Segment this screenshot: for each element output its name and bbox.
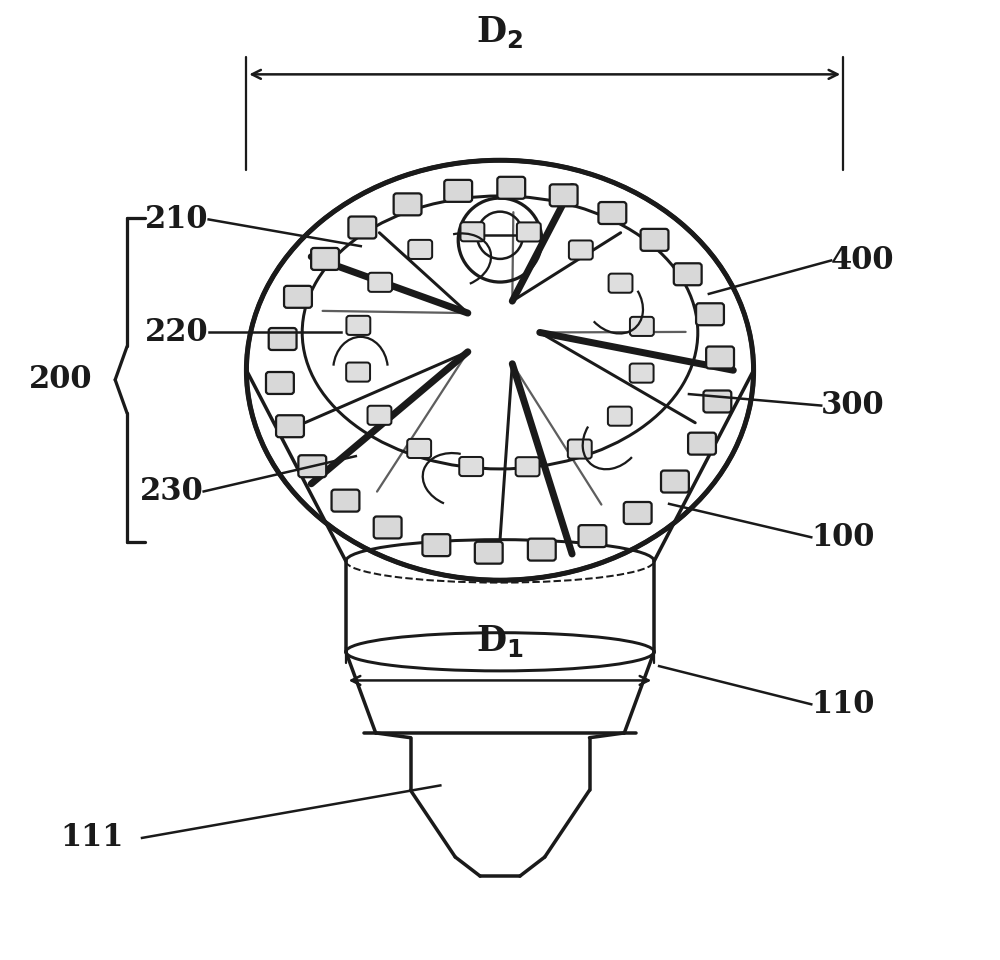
Text: 300: 300: [821, 390, 885, 421]
Text: 230: 230: [140, 476, 204, 507]
FancyBboxPatch shape: [269, 328, 297, 350]
FancyBboxPatch shape: [696, 303, 724, 325]
FancyBboxPatch shape: [346, 316, 370, 335]
FancyBboxPatch shape: [459, 457, 483, 476]
FancyBboxPatch shape: [624, 502, 652, 524]
FancyBboxPatch shape: [348, 217, 376, 238]
FancyBboxPatch shape: [284, 286, 312, 308]
FancyBboxPatch shape: [497, 177, 525, 199]
FancyBboxPatch shape: [674, 263, 702, 285]
FancyBboxPatch shape: [630, 317, 654, 336]
FancyBboxPatch shape: [332, 490, 359, 512]
FancyBboxPatch shape: [517, 223, 541, 242]
FancyBboxPatch shape: [609, 274, 632, 293]
Text: 110: 110: [811, 688, 875, 720]
FancyBboxPatch shape: [276, 416, 304, 437]
FancyBboxPatch shape: [608, 407, 632, 425]
FancyBboxPatch shape: [475, 541, 503, 564]
FancyBboxPatch shape: [346, 363, 370, 382]
Text: 220: 220: [145, 317, 209, 348]
FancyBboxPatch shape: [641, 228, 668, 251]
FancyBboxPatch shape: [528, 539, 556, 561]
Text: 100: 100: [811, 522, 875, 553]
FancyBboxPatch shape: [661, 470, 689, 492]
Text: 210: 210: [145, 204, 209, 235]
FancyBboxPatch shape: [266, 372, 294, 394]
Text: 111: 111: [61, 823, 124, 853]
FancyBboxPatch shape: [298, 455, 326, 477]
FancyBboxPatch shape: [706, 347, 734, 369]
FancyBboxPatch shape: [516, 457, 540, 476]
FancyBboxPatch shape: [311, 248, 339, 270]
FancyBboxPatch shape: [444, 180, 472, 202]
FancyBboxPatch shape: [688, 433, 716, 455]
FancyBboxPatch shape: [630, 364, 654, 383]
FancyBboxPatch shape: [374, 516, 402, 539]
FancyBboxPatch shape: [598, 202, 626, 224]
FancyBboxPatch shape: [703, 391, 731, 413]
Text: D$_{\mathbf{2}}$: D$_{\mathbf{2}}$: [476, 14, 524, 51]
FancyBboxPatch shape: [407, 439, 431, 458]
FancyBboxPatch shape: [368, 273, 392, 292]
Text: 400: 400: [831, 245, 895, 276]
Text: 200: 200: [29, 364, 92, 396]
FancyBboxPatch shape: [579, 525, 606, 547]
FancyBboxPatch shape: [569, 240, 593, 259]
Text: D$_{\mathbf{1}}$: D$_{\mathbf{1}}$: [476, 623, 524, 660]
FancyBboxPatch shape: [368, 406, 391, 425]
FancyBboxPatch shape: [408, 240, 432, 259]
FancyBboxPatch shape: [550, 184, 578, 206]
FancyBboxPatch shape: [460, 222, 484, 241]
FancyBboxPatch shape: [394, 193, 421, 215]
FancyBboxPatch shape: [568, 440, 592, 459]
FancyBboxPatch shape: [422, 534, 450, 556]
